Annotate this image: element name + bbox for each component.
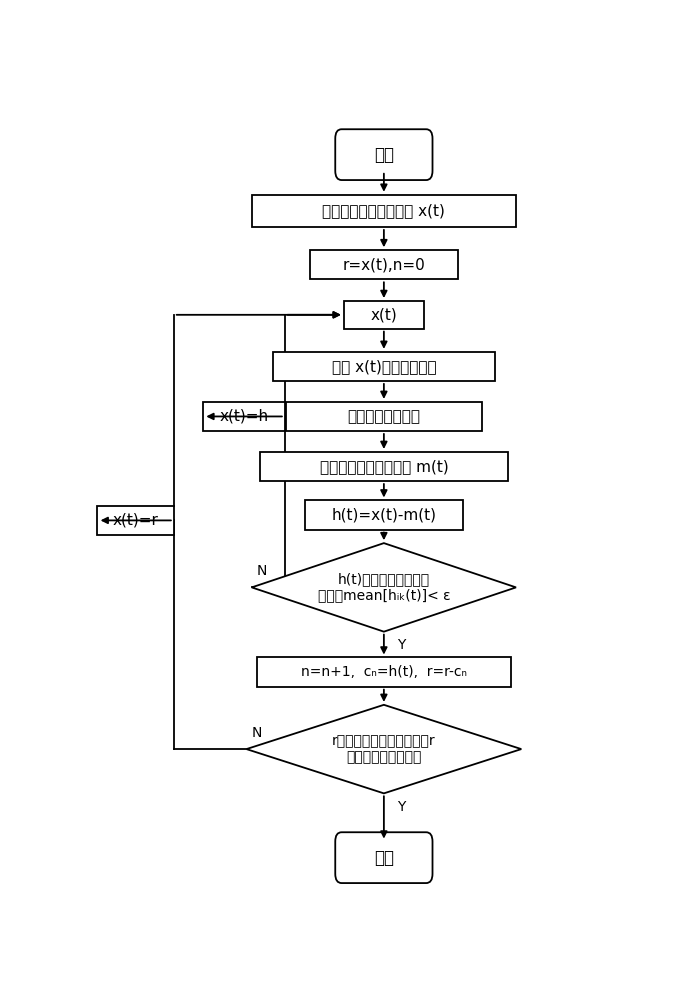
Text: r是否满足分解终止条件：r
为和常量或单调函数: r是否满足分解终止条件：r 为和常量或单调函数 <box>332 734 436 764</box>
Bar <box>273 352 495 381</box>
Bar <box>344 301 424 329</box>
Polygon shape <box>246 705 521 793</box>
Bar <box>252 195 516 227</box>
Bar <box>257 657 511 687</box>
Text: 结束: 结束 <box>374 849 394 867</box>
Text: 开始: 开始 <box>374 146 394 164</box>
Bar <box>286 402 481 431</box>
Text: 计算出包络线的平均值 m(t): 计算出包络线的平均值 m(t) <box>319 459 448 474</box>
Polygon shape <box>252 543 516 632</box>
FancyBboxPatch shape <box>336 832 432 883</box>
Text: x(t)=r: x(t)=r <box>113 513 158 528</box>
Text: 求出 x(t)的所有极值点: 求出 x(t)的所有极值点 <box>331 359 436 374</box>
Text: 构造上、下包络线: 构造上、下包络线 <box>347 409 420 424</box>
Text: Y: Y <box>397 638 406 652</box>
Text: h(t)是否满足筛选终止
条件：mean[hᵢₖ(t)]< ε: h(t)是否满足筛选终止 条件：mean[hᵢₖ(t)]< ε <box>318 572 450 602</box>
Bar <box>97 506 174 535</box>
Text: x(t)=h: x(t)=h <box>219 409 269 424</box>
FancyBboxPatch shape <box>336 129 432 180</box>
Bar <box>305 500 463 530</box>
Text: N: N <box>252 726 262 740</box>
Bar <box>203 402 285 431</box>
Text: N: N <box>257 564 267 578</box>
Bar <box>310 250 458 279</box>
Text: 输入原始含噪局放信号 x(t): 输入原始含噪局放信号 x(t) <box>323 203 445 218</box>
Text: n=n+1,  cₙ=h(t),  r=r-cₙ: n=n+1, cₙ=h(t), r=r-cₙ <box>301 665 467 679</box>
Text: r=x(t),n=0: r=x(t),n=0 <box>342 257 426 272</box>
Text: h(t)=x(t)-m(t): h(t)=x(t)-m(t) <box>331 508 436 523</box>
Bar <box>260 452 508 481</box>
Text: Y: Y <box>397 800 406 814</box>
Text: x(t): x(t) <box>370 307 397 322</box>
